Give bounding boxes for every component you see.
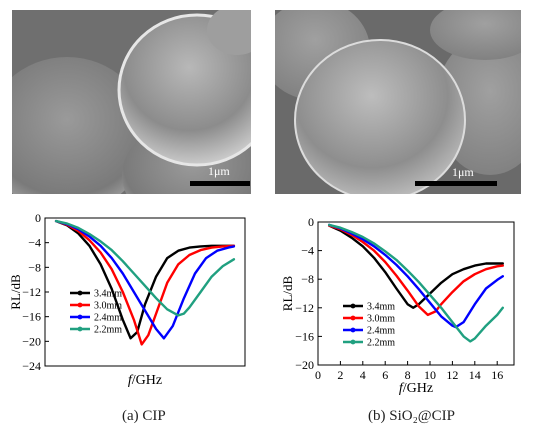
y-tick-label: 0: [35, 211, 41, 225]
sem-image-sio2-cip-drawing: [275, 10, 521, 194]
legend-marker: [350, 303, 356, 309]
series-line-3.0mm: [54, 219, 236, 346]
sem-image-sio2-cip: 1μm: [275, 10, 521, 194]
legend-label: 3.4mm: [367, 302, 395, 313]
legend-label: 3.0mm: [94, 301, 122, 312]
x-tick-label: 8: [405, 368, 411, 382]
y-tick-label: −20: [295, 358, 314, 372]
y-tick-label: −8: [28, 260, 41, 274]
scale-label: 1μm: [208, 164, 230, 178]
x-tick-label: 0: [315, 368, 321, 382]
series-line-2.2mm: [54, 219, 236, 317]
y-tick-label: −16: [295, 329, 314, 343]
legend-marker: [350, 315, 356, 321]
x-tick-label: 2: [337, 368, 343, 382]
series-line-3.0mm: [328, 224, 504, 317]
legend-label: 2.4mm: [367, 326, 395, 337]
x-tick-label: 16: [491, 368, 503, 382]
scale-bar: [190, 181, 250, 186]
caption-cip: (a) CIP: [122, 408, 166, 424]
x-axis-label: f/GHz: [399, 381, 433, 396]
y-tick-label: −12: [295, 301, 314, 315]
y-tick-label: −24: [22, 359, 41, 373]
series-line-3.4mm: [328, 224, 504, 309]
plot-frame: [317, 221, 515, 366]
y-tick-label: −8: [301, 272, 314, 286]
scale-label: 1μm: [452, 165, 474, 179]
y-axis-label: RL/dB: [280, 275, 295, 311]
y-tick-label: −4: [28, 236, 41, 250]
series-line-2.4mm: [328, 223, 504, 329]
legend-label: 2.4mm: [94, 313, 122, 324]
legend-marker: [77, 314, 83, 320]
legend-marker: [77, 302, 83, 308]
series-line-2.2mm: [328, 223, 504, 343]
y-tick-label: −16: [22, 310, 41, 324]
legend-marker: [350, 327, 356, 333]
sem-image-cip: 1μm: [12, 10, 251, 194]
legend-label: 3.0mm: [367, 314, 395, 325]
x-tick-label: 10: [424, 368, 436, 382]
caption-sio2-cip: (b) SiO₂@CIP: [368, 408, 455, 424]
x-tick-label: 12: [446, 368, 458, 382]
series-line-3.4mm: [54, 219, 236, 340]
chart-rl-cip: 0 −4 −8 −12 −16 −20 −24 RL/dB f/GHz 3.4mm3.0mm2.4…: [8, 211, 246, 388]
legend-marker: [77, 290, 83, 296]
sem-image-cip-drawing: [12, 10, 251, 194]
y-tick-label: −4: [301, 244, 314, 258]
legend-label: 3.4mm: [94, 289, 122, 300]
series-line-2.4mm: [54, 219, 236, 340]
legend-marker: [77, 326, 83, 332]
legend-label: 2.2mm: [94, 325, 122, 336]
legend-label: 2.2mm: [367, 338, 395, 349]
x-tick-label: 4: [360, 368, 366, 382]
y-tick-label: 0: [308, 215, 314, 229]
x-axis-label: f/GHz: [128, 373, 162, 388]
y-axis-label: RL/dB: [8, 274, 23, 310]
scale-bar: [415, 181, 497, 186]
legend-marker: [350, 339, 356, 345]
x-tick-label: 6: [382, 368, 388, 382]
x-tick-label: 14: [469, 368, 481, 382]
y-tick-label: −20: [22, 334, 41, 348]
y-tick-label: −12: [22, 285, 41, 299]
chart-rl-sio2-cip: 0−4−8−12−16−200 2 4 6 8 10 12 14 16RL/dBf/GHz3.4…: [280, 215, 515, 396]
